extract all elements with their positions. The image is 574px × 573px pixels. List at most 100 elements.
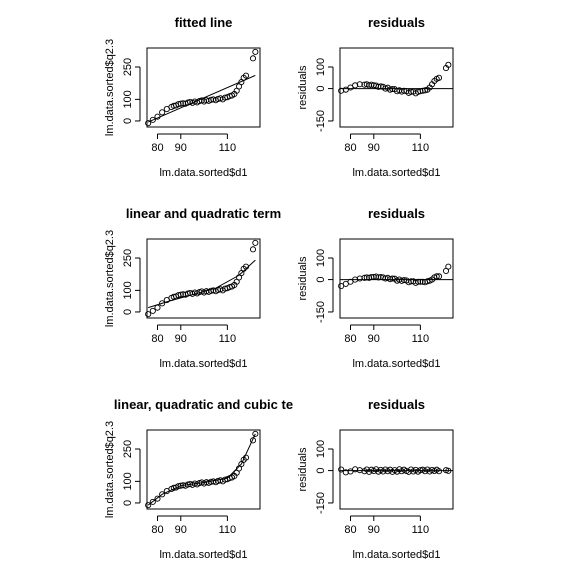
y-tick-label: 100 [315, 58, 327, 76]
data-point [252, 48, 259, 55]
y-tick-label: 100 [122, 281, 134, 299]
data-point [154, 495, 161, 502]
x-tick-label: 90 [368, 142, 380, 154]
data-point [252, 239, 259, 246]
y-tick-label: 100 [122, 472, 134, 490]
y-axis-label: residuals [297, 256, 309, 301]
data-point [356, 81, 363, 88]
data-point [242, 263, 250, 270]
x-tick-label: 90 [175, 333, 187, 345]
chart-title: residuals [368, 397, 425, 412]
data-point [375, 83, 382, 90]
chart-title: residuals [368, 206, 425, 221]
y-tick-label: 100 [315, 249, 327, 267]
data-point [180, 482, 187, 489]
data-point [419, 278, 426, 285]
data-point [363, 274, 370, 281]
data-point [145, 502, 152, 509]
plot-frame [339, 429, 454, 510]
y-tick-label: -150 [315, 301, 327, 323]
data-point [445, 467, 452, 474]
data-point [415, 278, 422, 285]
data-point [249, 437, 257, 444]
data-point [242, 454, 250, 461]
data-point [361, 274, 368, 281]
plot-frame [339, 47, 454, 128]
data-point [154, 304, 161, 311]
y-tick-label: 0 [315, 468, 327, 474]
x-axis-label: lm.data.sorted$d1 [159, 549, 247, 561]
data-point [159, 491, 166, 498]
y-tick-label: 250 [122, 249, 134, 267]
x-tick-label: 80 [344, 142, 356, 154]
x-tick-label: 110 [412, 524, 430, 536]
x-tick-label: 110 [219, 142, 237, 154]
data-point [177, 100, 184, 107]
y-axis-label: lm.data.sorted$q2.3 [104, 230, 116, 327]
data-point [445, 263, 452, 270]
data-point [149, 307, 156, 314]
y-axis-label: lm.data.sorted$q2.3 [104, 421, 116, 518]
plot-frame [146, 429, 261, 510]
fit-line [147, 433, 256, 506]
data-point [208, 287, 215, 294]
data-point [417, 278, 424, 285]
data-point [368, 273, 375, 281]
x-tick-label: 80 [344, 333, 356, 345]
data-point [361, 81, 368, 88]
chart-title: fitted line [175, 15, 233, 30]
data-point [249, 246, 257, 253]
data-point [145, 120, 152, 127]
y-tick-label: 0 [315, 86, 327, 92]
data-point [177, 291, 184, 298]
x-tick-label: 80 [151, 142, 163, 154]
chart-title: linear and quadratic term [126, 206, 281, 221]
x-tick-label: 110 [412, 142, 430, 154]
x-axis-label: lm.data.sorted$d1 [352, 167, 440, 179]
data-point [252, 430, 259, 437]
y-axis-label: residuals [297, 447, 309, 492]
y-tick-label: 250 [122, 440, 134, 458]
x-tick-label: 110 [412, 333, 430, 345]
x-axis-label: lm.data.sorted$d1 [352, 358, 440, 370]
data-point [159, 300, 166, 307]
y-tick-label: 0 [315, 277, 327, 283]
data-point [242, 72, 250, 79]
x-tick-label: 110 [219, 524, 237, 536]
data-point [356, 275, 363, 282]
data-point [159, 109, 166, 116]
x-tick-label: 80 [151, 333, 163, 345]
data-point [370, 273, 377, 281]
data-point [435, 273, 443, 280]
y-axis-label: residuals [297, 65, 309, 110]
y-tick-label: 0 [122, 500, 134, 506]
chart-title: linear, quadratic and cubic te [114, 397, 293, 412]
data-point [149, 116, 156, 123]
data-point [145, 311, 152, 318]
data-point [177, 482, 184, 489]
data-point [435, 74, 443, 81]
plot-frame [146, 47, 261, 128]
x-tick-label: 90 [368, 333, 380, 345]
data-point [180, 291, 187, 298]
x-tick-label: 90 [175, 524, 187, 536]
plot-frame [339, 238, 454, 319]
data-point [180, 100, 187, 107]
data-point [208, 96, 215, 103]
x-tick-label: 90 [368, 524, 380, 536]
x-tick-label: 90 [175, 142, 187, 154]
y-tick-label: 250 [122, 58, 134, 76]
y-axis-label: lm.data.sorted$q2.3 [104, 39, 116, 136]
chart-title: residuals [368, 15, 425, 30]
y-tick-label: -150 [315, 492, 327, 514]
y-tick-label: -150 [315, 110, 327, 132]
data-point [149, 498, 156, 505]
y-tick-label: 0 [122, 309, 134, 315]
x-tick-label: 80 [344, 524, 356, 536]
y-tick-label: 100 [122, 90, 134, 108]
data-point [338, 466, 345, 473]
x-tick-label: 110 [219, 333, 237, 345]
data-point [249, 55, 257, 62]
data-point [445, 61, 452, 68]
